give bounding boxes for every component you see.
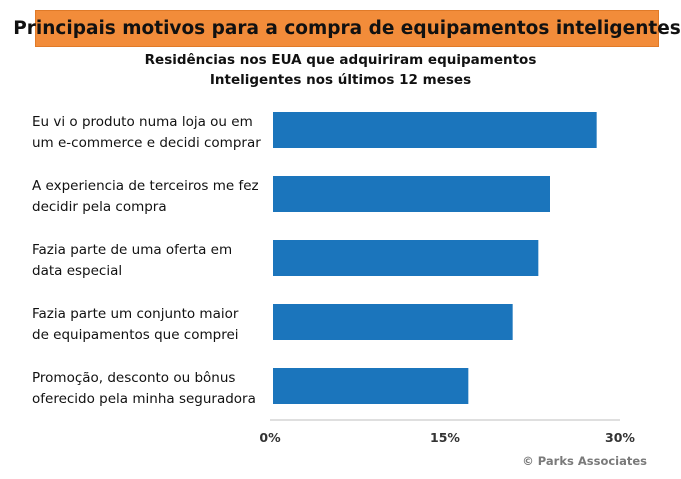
copyright-text: © Parks Associates xyxy=(522,454,647,468)
bar-5 xyxy=(273,368,469,404)
category-label-4-line-1: Fazia parte um conjunto maior xyxy=(32,306,239,322)
category-label-4: Fazia parte um conjunto maior de equipame… xyxy=(32,306,239,343)
bar-1 xyxy=(273,112,597,148)
subtitle-line-2: Inteligentes nos últimos 12 meses xyxy=(209,72,472,88)
chart-title-box: Principais motivos para a compra de equi… xyxy=(13,10,681,47)
bar-3 xyxy=(273,240,539,276)
bar-4 xyxy=(273,304,513,340)
bar-2 xyxy=(273,176,550,212)
category-label-5-line-1: Promoção, desconto ou bônus xyxy=(32,370,235,386)
category-label-1-line-1: Eu vi o produto numa loja ou em xyxy=(32,114,253,130)
category-label-2-line-2: decidir pela compra xyxy=(32,199,167,215)
category-label-2: A experiencia de terceiros me fez decidir… xyxy=(32,178,259,215)
category-label-3: Fazia parte de uma oferta em data especia… xyxy=(32,242,232,279)
category-label-1: Eu vi o produto numa loja ou em um e-comm… xyxy=(32,114,261,151)
subtitle-line-1: Residências nos EUA que adquiriram equip… xyxy=(144,52,537,68)
chart-subtitle: Residências nos EUA que adquiriram equip… xyxy=(0,50,681,90)
category-label-2-line-1: A experiencia de terceiros me fez xyxy=(32,178,259,194)
category-label-3-line-2: data especial xyxy=(32,263,122,279)
category-label-1-line-2: um e-commerce e decidi comprar xyxy=(32,135,261,151)
x-tick-label-3: 30% xyxy=(605,430,635,445)
chart-title: Principais motivos para a compra de equi… xyxy=(13,18,681,39)
x-tick-label-2: 15% xyxy=(430,430,460,445)
category-label-3-line-1: Fazia parte de uma oferta em xyxy=(32,242,232,258)
category-label-5: Promoção, desconto ou bônus oferecido pel… xyxy=(32,370,256,407)
x-tick-label-1: 0% xyxy=(259,430,281,445)
category-label-4-line-2: de equipamentos que comprei xyxy=(32,327,239,343)
category-label-5-line-2: oferecido pela minha seguradora xyxy=(32,391,256,407)
